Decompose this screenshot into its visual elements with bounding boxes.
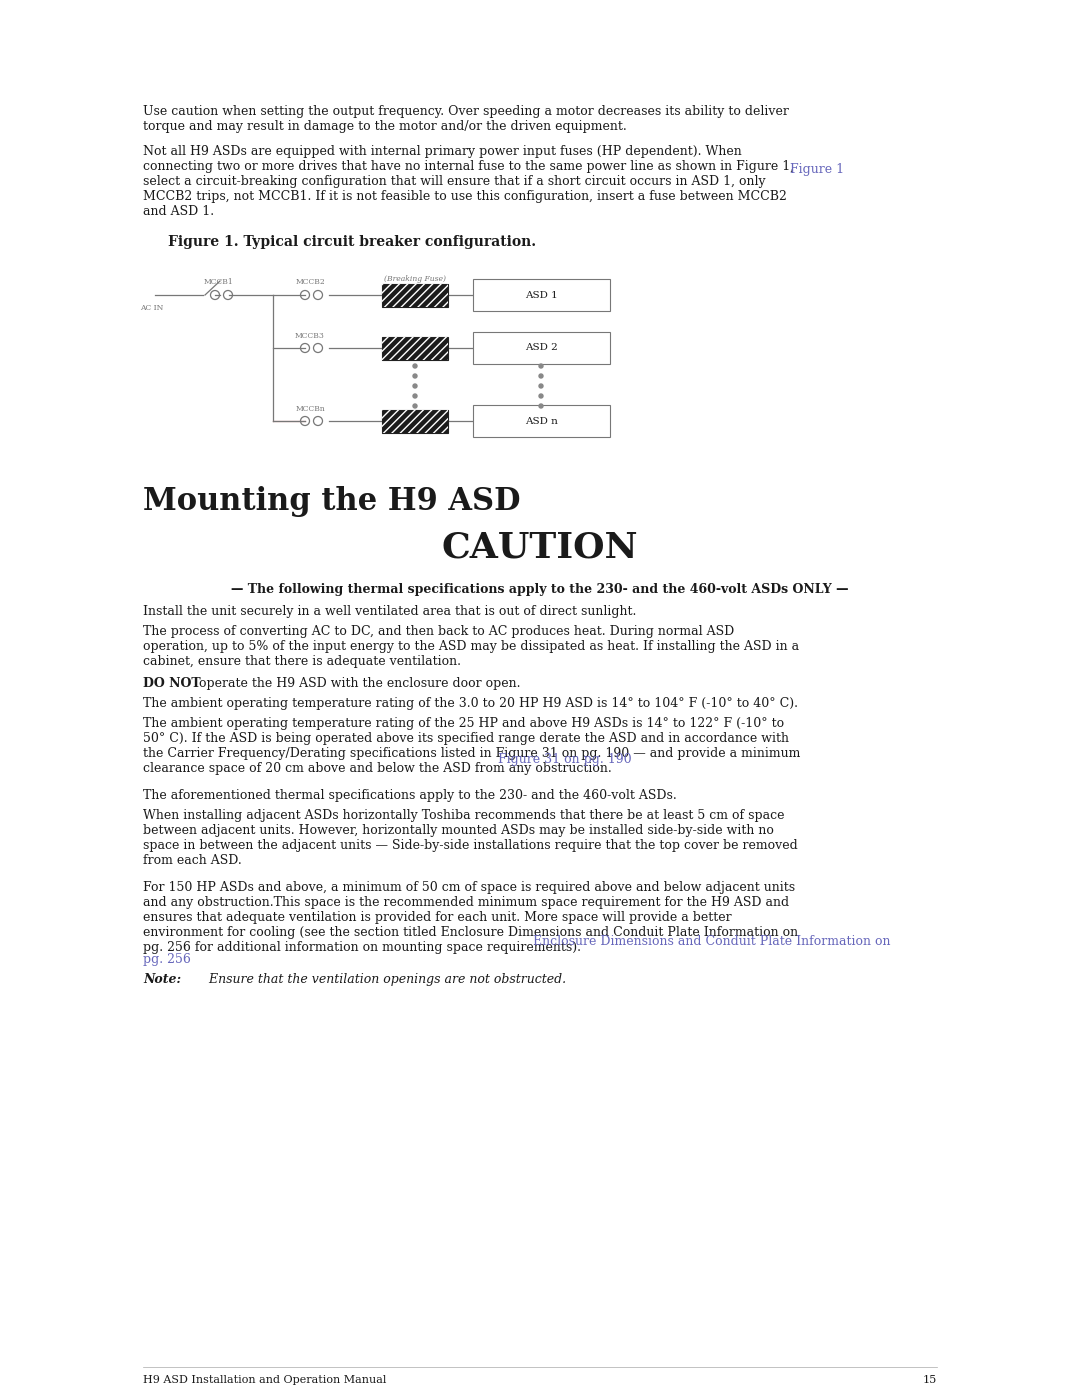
Circle shape	[413, 374, 417, 379]
Text: pg. 256: pg. 256	[143, 953, 191, 965]
Bar	[473, 405, 610, 437]
Text: MCCBn: MCCBn	[295, 405, 325, 414]
Text: The ambient operating temperature rating of the 3.0 to 20 HP H9 ASD is 14° to 10: The ambient operating temperature rating…	[143, 697, 798, 710]
Bar	[382, 409, 448, 433]
Text: The aforementioned thermal specifications apply to the 230- and the 460-volt ASD: The aforementioned thermal specification…	[143, 789, 677, 802]
Circle shape	[413, 365, 417, 367]
Bar	[382, 337, 448, 359]
Circle shape	[539, 404, 543, 408]
Text: For 150 HP ASDs and above, a minimum of 50 cm of space is required above and bel: For 150 HP ASDs and above, a minimum of …	[143, 882, 798, 954]
Bar	[382, 284, 448, 306]
Text: ASD 2: ASD 2	[525, 344, 558, 352]
Bar	[473, 332, 610, 365]
Circle shape	[413, 404, 417, 408]
Text: (Breaking Fuse): (Breaking Fuse)	[384, 275, 446, 284]
Text: MCCB2: MCCB2	[295, 278, 325, 286]
Text: The ambient operating temperature rating of the 25 HP and above H9 ASDs is 14° t: The ambient operating temperature rating…	[143, 717, 800, 775]
Text: ASD 1: ASD 1	[525, 291, 558, 299]
Text: Enclosure Dimensions and Conduit Plate Information on: Enclosure Dimensions and Conduit Plate I…	[534, 935, 891, 949]
Text: 15: 15	[922, 1375, 937, 1384]
Text: Figure 1. Typical circuit breaker configuration.: Figure 1. Typical circuit breaker config…	[168, 235, 536, 249]
Text: Figure 1: Figure 1	[789, 163, 845, 176]
Text: operate the H9 ASD with the enclosure door open.: operate the H9 ASD with the enclosure do…	[195, 678, 521, 690]
Text: Not all H9 ASDs are equipped with internal primary power input fuses (HP depende: Not all H9 ASDs are equipped with intern…	[143, 145, 794, 218]
Circle shape	[413, 394, 417, 398]
Circle shape	[539, 394, 543, 398]
Text: When installing adjacent ASDs horizontally Toshiba recommends that there be at l: When installing adjacent ASDs horizontal…	[143, 809, 798, 868]
Text: Mounting the H9 ASD: Mounting the H9 ASD	[143, 486, 521, 517]
Text: DO NOT: DO NOT	[143, 678, 201, 690]
Circle shape	[539, 365, 543, 367]
Text: The process of converting AC to DC, and then back to AC produces heat. During no: The process of converting AC to DC, and …	[143, 624, 799, 668]
Bar	[473, 279, 610, 312]
Circle shape	[539, 374, 543, 379]
Circle shape	[413, 384, 417, 388]
Bar	[382, 409, 448, 433]
Circle shape	[539, 384, 543, 388]
Text: Ensure that the ventilation openings are not obstructed.: Ensure that the ventilation openings are…	[193, 972, 566, 986]
Bar	[382, 337, 448, 359]
Text: Note:: Note:	[143, 972, 181, 986]
Text: Use caution when setting the output frequency. Over speeding a motor decreases i: Use caution when setting the output freq…	[143, 105, 788, 133]
Text: Install the unit securely in a well ventilated area that is out of direct sunlig: Install the unit securely in a well vent…	[143, 605, 636, 617]
Text: ASD n: ASD n	[525, 416, 558, 426]
Text: AC IN: AC IN	[140, 305, 163, 312]
Text: MCCB3: MCCB3	[295, 332, 325, 339]
Bar	[382, 284, 448, 306]
Text: — The following thermal specifications apply to the 230- and the 460-volt ASDs O: — The following thermal specifications a…	[231, 583, 849, 597]
Text: MCCB1: MCCB1	[204, 278, 234, 286]
Text: H9 ASD Installation and Operation Manual: H9 ASD Installation and Operation Manual	[143, 1375, 387, 1384]
Text: Figure 31 on pg. 190: Figure 31 on pg. 190	[498, 753, 632, 766]
Text: CAUTION: CAUTION	[442, 531, 638, 564]
